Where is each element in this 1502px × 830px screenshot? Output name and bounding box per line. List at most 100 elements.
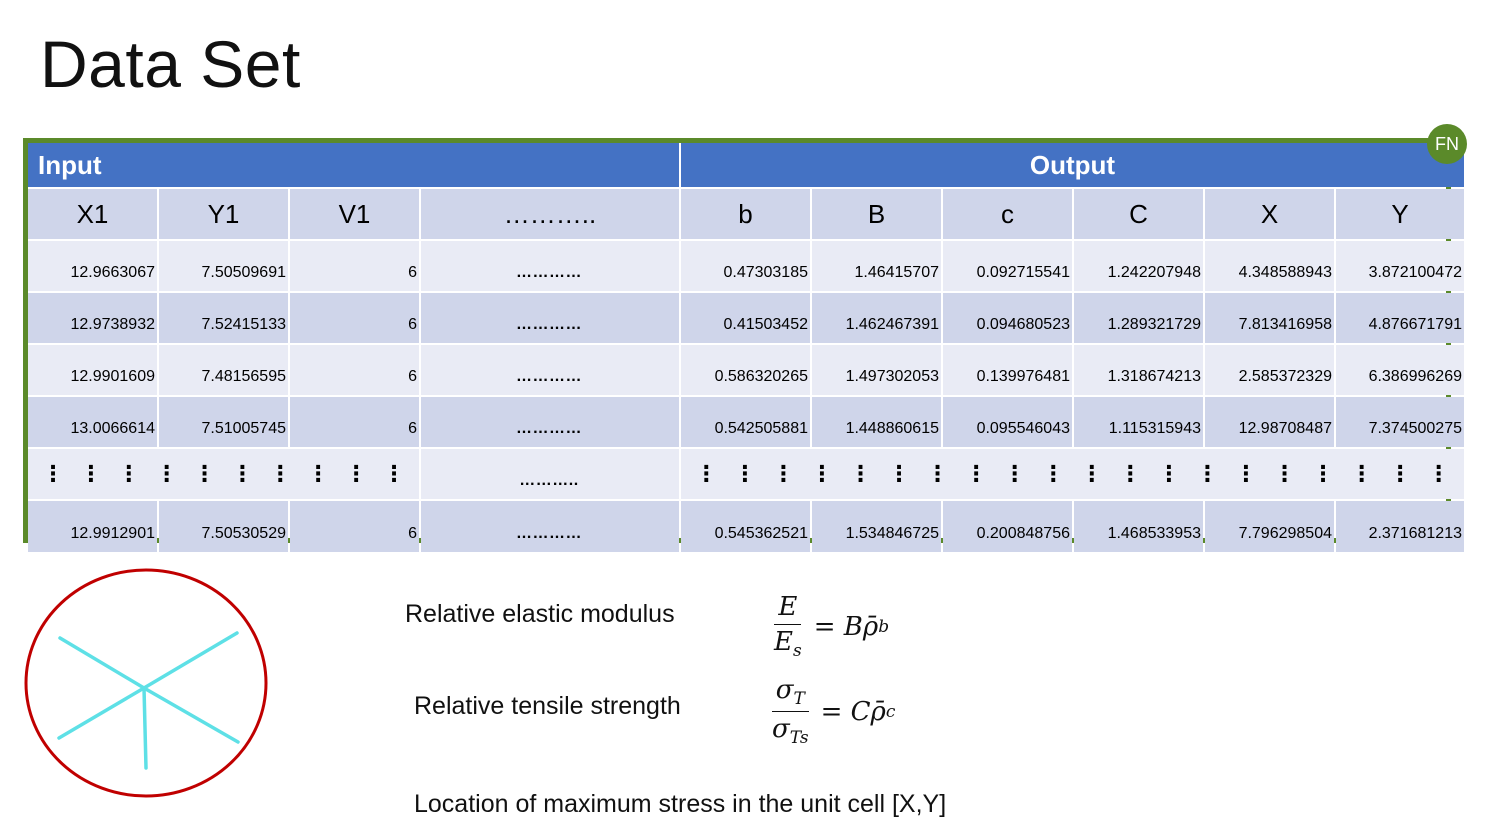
strut-vertical — [142, 686, 148, 770]
vertical-ellipsis-input: ⋮ ⋮ ⋮ ⋮ ⋮ ⋮ ⋮ ⋮ ⋮ ⋮ — [28, 449, 419, 499]
tensile-numerator: σ — [775, 675, 794, 705]
vertical-ellipsis-mark: ⋮ — [926, 461, 949, 486]
vertical-ellipsis-mark: ⋮ — [1350, 461, 1373, 486]
tensile-strength-label: Relative tensile strength — [414, 692, 681, 720]
elastic-equals: = — [813, 611, 836, 642]
vertical-ellipsis-mark: ⋮ — [345, 461, 368, 486]
table-cell: 1.462467391 — [812, 293, 941, 343]
table-cell: 6.386996269 — [1336, 345, 1464, 395]
table-cell: 7.374500275 — [1336, 397, 1464, 447]
table-cell: 6 — [290, 293, 419, 343]
vertical-ellipsis-mark: ⋮ — [1389, 461, 1412, 486]
table-cell: 6 — [290, 397, 419, 447]
column-header: Y — [1336, 189, 1464, 239]
vertical-ellipsis-mark: ⋮ — [79, 461, 102, 486]
column-header: C — [1074, 189, 1203, 239]
table-cell: 12.9912901 — [28, 501, 157, 552]
vertical-ellipsis-mark: ⋮ — [231, 461, 254, 486]
vertical-ellipsis-mark: ⋮ — [1042, 461, 1065, 486]
tensile-equals: = — [820, 696, 843, 727]
vertical-ellipsis-mark: ⋮ — [733, 461, 756, 486]
table-cell: 0.139976481 — [943, 345, 1072, 395]
tensile-exponent: c — [885, 701, 896, 722]
table-cell: 3.872100472 — [1336, 241, 1464, 291]
vertical-ellipsis-mark: ⋮ — [117, 461, 140, 486]
vertical-ellipsis-mark: ⋮ — [269, 461, 292, 486]
vertical-ellipsis-mark: ⋮ — [1080, 461, 1103, 486]
column-header: X1 — [28, 189, 157, 239]
table-cell: 2.585372329 — [1205, 345, 1334, 395]
table-cell: 6 — [290, 241, 419, 291]
tensile-denominator-sub: Ts — [789, 728, 809, 749]
table-cell: 2.371681213 — [1336, 501, 1464, 552]
column-header: Y1 — [159, 189, 288, 239]
ellipsis-cell: ………… — [421, 397, 679, 447]
table-cell: 1.242207948 — [1074, 241, 1203, 291]
table-cell: 0.47303185 — [681, 241, 810, 291]
table-cell: 4.348588943 — [1205, 241, 1334, 291]
slide-title: Data Set — [40, 27, 301, 101]
table-cell: 0.586320265 — [681, 345, 810, 395]
strut-lower-right — [142, 686, 240, 744]
author-initials-badge[interactable]: FN — [1427, 124, 1467, 164]
table-cell: 12.98708487 — [1205, 397, 1334, 447]
elastic-modulus-label: Relative elastic modulus — [405, 600, 675, 628]
tensile-coef: C — [850, 696, 871, 727]
vertical-ellipsis-mark: ⋮ — [41, 461, 64, 486]
vertical-ellipsis-mark: ⋮ — [193, 461, 216, 486]
vertical-ellipsis-mark: ⋮ — [1273, 461, 1296, 486]
tensile-rho: ρ̄ — [870, 696, 886, 727]
vertical-ellipsis-mark: ⋮ — [849, 461, 872, 486]
table-cell: 12.9901609 — [28, 345, 157, 395]
table-cell: 6 — [290, 345, 419, 395]
elastic-denominator-sub: s — [792, 641, 802, 662]
vertical-ellipsis-mark: ⋮ — [1196, 461, 1219, 486]
vertical-ellipsis-mark: ⋮ — [772, 461, 795, 486]
table-cell: 0.41503452 — [681, 293, 810, 343]
vertical-ellipsis-mark: ⋮ — [155, 461, 178, 486]
vertical-ellipsis-mark: ⋮ — [1119, 461, 1142, 486]
column-header: b — [681, 189, 810, 239]
table-cell: 1.468533953 — [1074, 501, 1203, 552]
vertical-ellipsis-mark: ⋮ — [965, 461, 988, 486]
vertical-ellipsis-mark: ⋮ — [1312, 461, 1335, 486]
max-stress-label: Location of maximum stress in the unit c… — [414, 790, 947, 818]
table-cell: 1.534846725 — [812, 501, 941, 552]
table-cell: 0.542505881 — [681, 397, 810, 447]
vertical-ellipsis-mark: ⋮ — [1003, 461, 1026, 486]
vertical-ellipsis-mark: ⋮ — [810, 461, 833, 486]
table-cell: 4.876671791 — [1336, 293, 1464, 343]
strut-lower-left — [57, 686, 146, 740]
vertical-ellipsis-output: ⋮ ⋮ ⋮ ⋮ ⋮ ⋮ ⋮ ⋮ ⋮ ⋮ ⋮ ⋮ ⋮ ⋮ ⋮ ⋮ ⋮ ⋮ ⋮ ⋮ — [681, 449, 1464, 499]
table-cell: 1.497302053 — [812, 345, 941, 395]
vertical-ellipsis-mark: ⋮ — [1427, 461, 1450, 486]
ellipsis-cell: ………… — [421, 501, 679, 552]
column-header: ……….. — [421, 189, 679, 239]
table-cell: 1.318674213 — [1074, 345, 1203, 395]
table-cell: 7.51005745 — [159, 397, 288, 447]
column-header: B — [812, 189, 941, 239]
strut-upper-left — [58, 636, 146, 690]
vertical-ellipsis-mark: ⋮ — [1234, 461, 1257, 486]
table-cell: 1.115315943 — [1074, 397, 1203, 447]
elastic-rho: ρ̄ — [862, 611, 879, 642]
table-cell: 1.46415707 — [812, 241, 941, 291]
ellipsis-cell: ………… — [421, 345, 679, 395]
table-cell: 0.200848756 — [943, 501, 1072, 552]
vertical-ellipsis-mark: ⋮ — [307, 461, 330, 486]
ellipsis-cell: ………… — [421, 293, 679, 343]
vertical-ellipsis-mark: ⋮ — [1157, 461, 1180, 486]
elastic-numerator: E — [774, 592, 802, 625]
unit-cell-diagram — [24, 568, 268, 798]
table-cell: 7.813416958 — [1205, 293, 1334, 343]
table-cell: 0.094680523 — [943, 293, 1072, 343]
table-cell: 13.0066614 — [28, 397, 157, 447]
table-cell: 1.289321729 — [1074, 293, 1203, 343]
table-cell: 12.9738932 — [28, 293, 157, 343]
tensile-denominator: σ — [772, 714, 790, 745]
table-cell: 1.448860615 — [812, 397, 941, 447]
tensile-numerator-sub: T — [793, 689, 805, 710]
